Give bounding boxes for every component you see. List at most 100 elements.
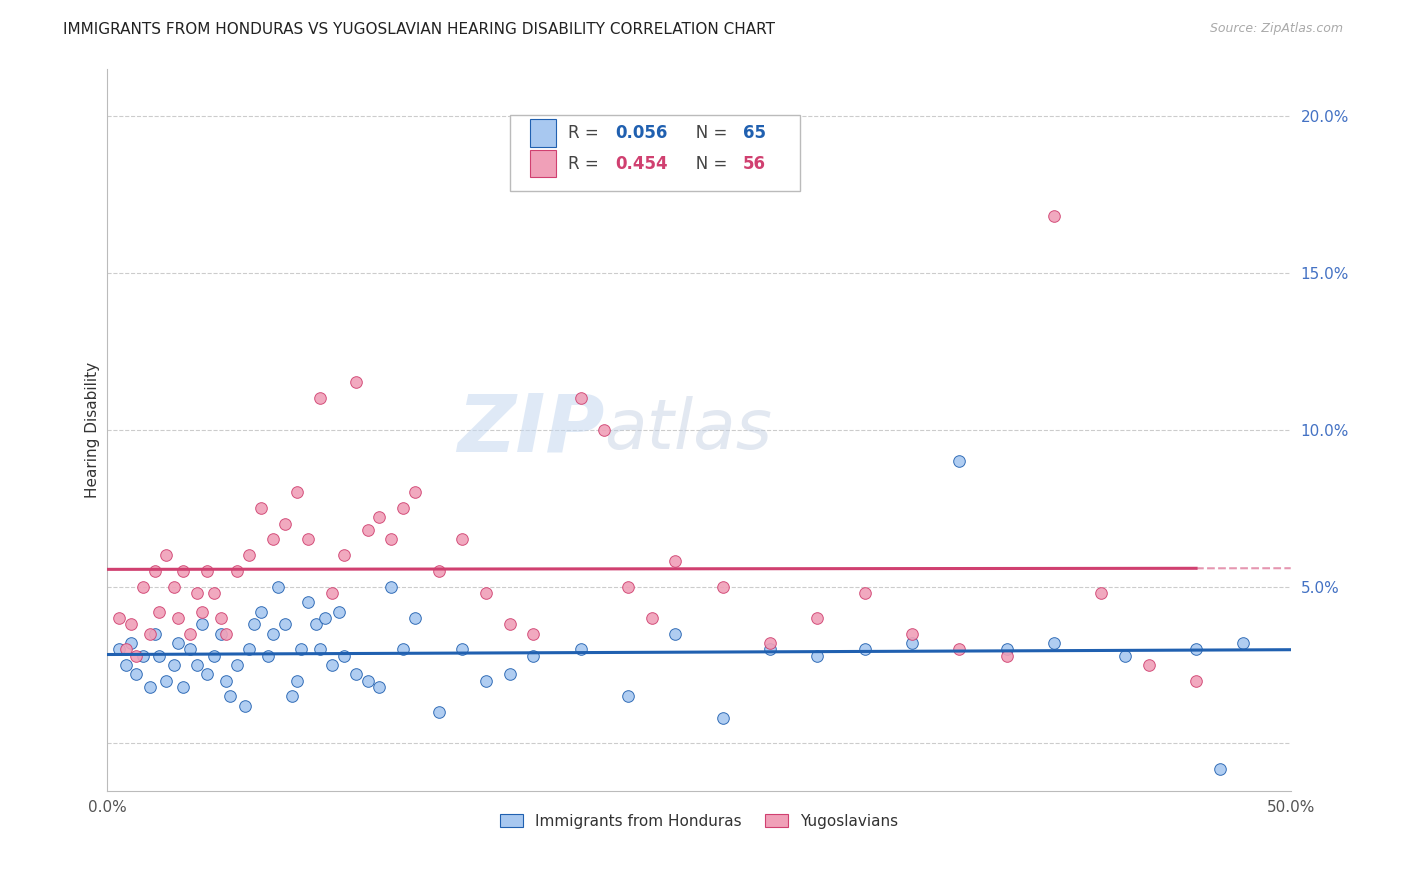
Point [202,648,225,663]
Point [759,642,782,657]
Point [995,648,1018,663]
Point [108,642,131,657]
Point [806,611,828,625]
Point [172,680,194,694]
Point [948,642,970,657]
Point [569,391,592,405]
Text: N =: N = [681,154,733,173]
Point [155,548,177,562]
Point [124,667,146,681]
Point [664,626,686,640]
Point [250,605,273,619]
Text: IMMIGRANTS FROM HONDURAS VS YUGOSLAVIAN HEARING DISABILITY CORRELATION CHART: IMMIGRANTS FROM HONDURAS VS YUGOSLAVIAN … [63,22,775,37]
Point [285,485,308,500]
Point [333,548,356,562]
Point [250,501,273,516]
Point [226,658,249,673]
Point [238,548,260,562]
Point [179,642,201,657]
Point [290,642,312,657]
Point [901,626,924,640]
Point [179,626,201,640]
Point [711,580,734,594]
Point [195,564,218,578]
Text: 0.056: 0.056 [614,124,668,142]
Point [120,636,142,650]
Point [238,642,260,657]
Point [285,673,308,688]
Point [214,626,236,640]
Point [1043,636,1066,650]
Point [191,605,214,619]
Point [172,564,194,578]
Point [262,626,284,640]
Point [191,617,214,632]
Point [475,586,498,600]
Point [759,636,782,650]
Point [593,423,616,437]
Point [948,454,970,468]
Point [155,673,177,688]
Point [139,680,162,694]
Point [243,617,266,632]
Point [309,391,332,405]
Point [214,673,236,688]
Point [148,605,170,619]
Point [664,554,686,568]
Point [132,648,155,663]
Text: 0.454: 0.454 [614,154,668,173]
Point [356,523,378,537]
Point [569,642,592,657]
Y-axis label: Hearing Disability: Hearing Disability [86,361,100,498]
Point [304,617,326,632]
Text: ZIP: ZIP [457,391,605,468]
Point [108,611,131,625]
Point [380,533,402,547]
Point [344,667,367,681]
Point [162,658,184,673]
Point [427,705,450,719]
Point [853,642,876,657]
Point [115,658,138,673]
Point [143,564,166,578]
Point [1137,658,1160,673]
Point [274,617,297,632]
Point [1043,209,1066,223]
Point [806,648,828,663]
Point [498,667,520,681]
Point [1185,673,1208,688]
Point [392,642,415,657]
Point [124,648,146,663]
Point [427,564,450,578]
Point [380,580,402,594]
Point [404,485,426,500]
FancyBboxPatch shape [530,150,555,178]
Point [162,580,184,594]
Point [297,533,319,547]
Point [333,648,356,663]
Point [115,642,138,657]
Point [120,617,142,632]
Point [711,711,734,725]
Point [148,648,170,663]
Point [209,611,232,625]
FancyBboxPatch shape [509,115,800,191]
Point [321,586,343,600]
Point [392,501,415,516]
Point [321,658,343,673]
Point [451,642,474,657]
FancyBboxPatch shape [530,119,555,146]
Point [522,648,544,663]
Point [1090,586,1112,600]
Point [132,580,155,594]
Point [281,690,304,704]
Point [195,667,218,681]
Point [139,626,162,640]
Point [617,690,640,704]
Point [297,595,319,609]
Point [262,533,284,547]
Point [314,611,336,625]
Point [640,611,662,625]
Text: N =: N = [681,124,733,142]
Point [451,533,474,547]
